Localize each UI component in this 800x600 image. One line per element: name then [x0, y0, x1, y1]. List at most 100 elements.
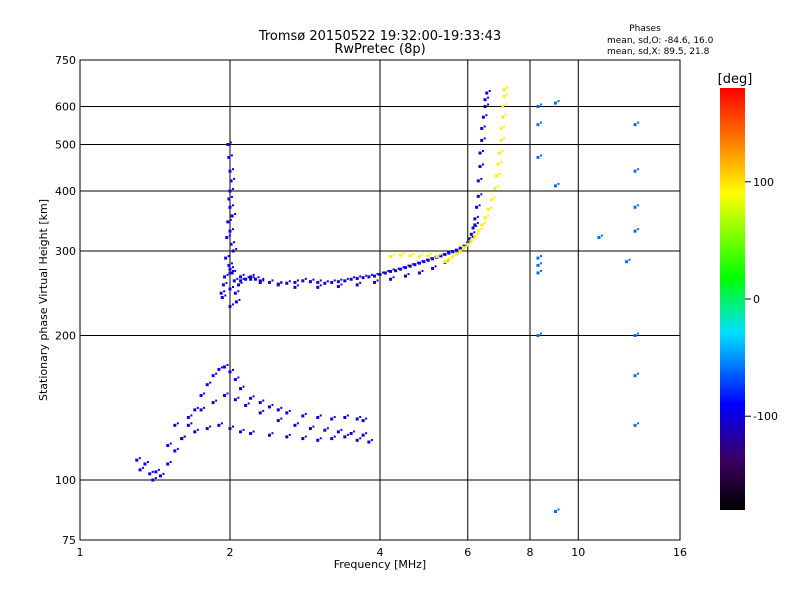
data-point — [227, 255, 230, 258]
data-points — [135, 86, 640, 513]
data-point — [217, 367, 221, 371]
data-point — [151, 478, 155, 482]
data-point — [539, 103, 542, 106]
data-point — [230, 196, 233, 199]
data-point — [493, 186, 497, 190]
data-point — [323, 428, 327, 432]
data-point — [227, 263, 231, 267]
data-point — [158, 474, 162, 478]
data-point — [485, 114, 488, 117]
data-point — [370, 273, 373, 276]
data-point — [431, 257, 435, 261]
data-point — [539, 154, 542, 157]
data-point — [633, 423, 637, 427]
data-point — [417, 271, 421, 275]
data-point — [226, 143, 230, 147]
data-point — [154, 470, 158, 474]
data-point — [215, 399, 218, 402]
data-point — [301, 437, 305, 441]
data-point — [473, 237, 476, 240]
data-point — [157, 468, 160, 471]
data-point — [504, 114, 507, 117]
colorbar-tick-label: 0 — [753, 293, 760, 306]
data-point — [506, 86, 509, 89]
data-point — [480, 138, 484, 142]
data-point — [633, 169, 637, 173]
data-point — [455, 248, 459, 252]
data-point — [252, 430, 255, 433]
data-point — [304, 435, 307, 438]
data-point — [312, 425, 315, 428]
data-point — [536, 271, 540, 275]
data-point — [469, 241, 472, 244]
data-point — [473, 223, 477, 227]
colorbar — [720, 88, 745, 510]
data-point — [476, 215, 479, 218]
data-point — [166, 444, 170, 448]
data-point — [146, 460, 149, 463]
data-point — [228, 189, 232, 193]
data-point — [483, 137, 486, 140]
data-point — [242, 277, 245, 280]
data-point — [383, 271, 387, 275]
data-point — [232, 368, 234, 371]
y-tick-label: 300 — [55, 245, 76, 258]
data-point — [346, 433, 349, 436]
data-point — [399, 253, 403, 257]
data-point — [633, 123, 637, 127]
data-point — [346, 414, 349, 417]
data-point — [553, 509, 557, 513]
data-point — [227, 155, 231, 159]
data-point — [340, 428, 343, 431]
data-point — [258, 401, 262, 405]
data-point — [148, 472, 152, 476]
data-point — [176, 422, 179, 425]
data-point — [232, 269, 234, 272]
data-point — [237, 396, 240, 399]
data-point — [224, 294, 227, 297]
data-point — [326, 427, 329, 430]
data-point — [228, 287, 232, 291]
data-point — [422, 260, 426, 264]
data-point — [349, 432, 353, 436]
data-point — [490, 198, 494, 202]
data-point — [633, 229, 637, 233]
data-point — [493, 196, 496, 199]
data-point — [392, 253, 395, 256]
data-point — [257, 276, 260, 279]
data-point — [226, 273, 229, 276]
data-point — [228, 427, 232, 431]
data-point — [430, 252, 433, 255]
data-point — [304, 277, 307, 280]
data-point — [443, 260, 447, 264]
data-point — [455, 252, 459, 256]
data-point — [462, 246, 466, 250]
data-point — [230, 154, 233, 157]
data-point — [359, 281, 362, 284]
y-tick-label: 500 — [55, 139, 76, 152]
data-point — [475, 205, 479, 209]
data-point — [637, 422, 640, 425]
data-point — [557, 182, 560, 185]
chart-title: Tromsø 20150522 19:32:00-19:33:43 — [258, 29, 501, 44]
data-point — [285, 435, 289, 439]
data-point — [476, 221, 479, 224]
data-point — [211, 374, 215, 378]
data-point — [458, 249, 462, 253]
data-point — [293, 285, 297, 289]
data-point — [142, 466, 145, 469]
data-point — [233, 177, 236, 180]
data-point — [407, 273, 410, 276]
data-point — [228, 271, 232, 275]
data-point — [304, 412, 307, 415]
data-point — [365, 432, 368, 435]
data-point — [249, 396, 253, 400]
data-point — [319, 284, 322, 287]
data-point — [280, 281, 283, 284]
data-point — [234, 300, 238, 304]
data-point — [361, 419, 365, 423]
x-tick-label: 8 — [527, 546, 534, 559]
data-point — [412, 263, 415, 266]
data-point — [482, 150, 485, 153]
data-point — [466, 242, 470, 246]
